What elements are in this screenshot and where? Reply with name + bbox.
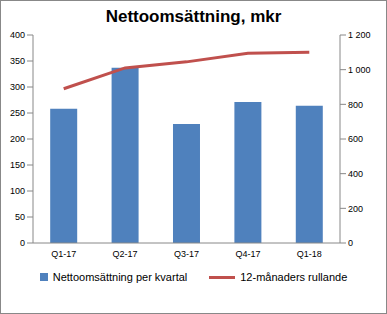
- svg-text:600: 600: [348, 134, 363, 144]
- svg-text:100: 100: [10, 186, 25, 196]
- html-text:Nettoomsättning, mkr: Nettoomsättning, mkr: [105, 7, 282, 26]
- svg-text:Q3-17: Q3-17: [174, 249, 199, 259]
- svg-text:800: 800: [348, 100, 363, 110]
- svg-text:0: 0: [20, 238, 25, 248]
- svg-text:300: 300: [10, 82, 25, 92]
- html-text:Nettoomsättning per kvartal: Nettoomsättning per kvartal: [52, 271, 188, 283]
- svg-text:Q1-18: Q1-18: [297, 249, 322, 259]
- svg-text:150: 150: [10, 160, 25, 170]
- svg-text:400: 400: [348, 169, 363, 179]
- svg-text:Q2-17: Q2-17: [113, 249, 138, 259]
- svg-text:Q4-17: Q4-17: [235, 249, 260, 259]
- svg-text:Q1-17: Q1-17: [51, 249, 76, 259]
- svg-text:1 000: 1 000: [348, 65, 371, 75]
- svg-text:200: 200: [10, 134, 25, 144]
- html-text:12-månaders rullande: 12-månaders rullande: [240, 271, 348, 283]
- svg-text:1 200: 1 200: [348, 30, 371, 40]
- svg-text:0: 0: [348, 238, 353, 248]
- svg-text:250: 250: [10, 108, 25, 118]
- svg-text:400: 400: [10, 30, 25, 40]
- svg-text:50: 50: [15, 212, 25, 222]
- svg-text:350: 350: [10, 56, 25, 66]
- svg-text:200: 200: [348, 204, 363, 214]
